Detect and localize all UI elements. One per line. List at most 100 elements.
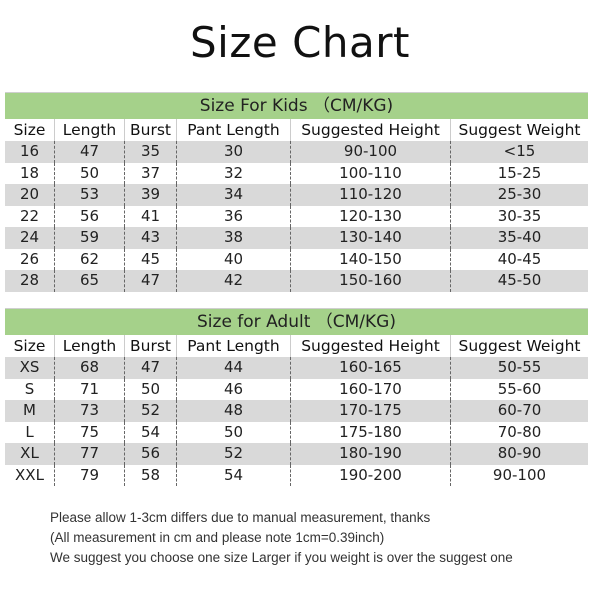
table-cell: 47 [124, 357, 176, 379]
column-header: Size [13, 337, 46, 355]
adult-size-table: Size for Adult （CM/KG) Size Length Burst Pa… [5, 308, 588, 486]
table-cell: 32 [176, 162, 290, 184]
table-cell: 46 [176, 378, 290, 400]
table-cell: 71 [54, 378, 124, 400]
table-cell: 43 [124, 227, 176, 249]
table-cell: 40 [176, 248, 290, 270]
header-row: Size Length Burst Pant Length Suggested Heig… [5, 119, 588, 141]
table-cell: 190-200 [290, 464, 450, 486]
table-cell: 37 [124, 162, 176, 184]
table-cell: 47 [124, 270, 176, 292]
column-header: Suggest Weight [450, 335, 588, 357]
table-row: M 73 52 48 170-175 60-70 [5, 400, 588, 422]
table-row: 16 47 35 30 90-100 <15 [5, 141, 588, 163]
table-cell: 48 [176, 400, 290, 422]
table-cell: 22 [19, 206, 40, 225]
table-cell: 50 [54, 162, 124, 184]
column-header: Pant Length [176, 119, 290, 141]
table-cell: 36 [176, 205, 290, 227]
table-cell: 90-100 [450, 464, 588, 486]
column-header: Length [54, 335, 124, 357]
table-cell: 30 [176, 141, 290, 163]
table-cell: 47 [54, 141, 124, 163]
table-cell: 28 [19, 271, 40, 289]
column-header: Burst [124, 119, 176, 141]
table-cell: 62 [54, 248, 124, 270]
table-cell: 26 [19, 249, 40, 268]
table-cell: 35-40 [450, 227, 588, 249]
table-cell: 160-165 [290, 357, 450, 379]
column-header: Suggested Height [290, 335, 450, 357]
table-cell: 90-100 [290, 141, 450, 163]
table-cell: 50 [176, 421, 290, 443]
table-row: 28 65 47 42 150-160 45-50 [5, 270, 588, 292]
table-cell: 30-35 [450, 205, 588, 227]
column-header: Length [54, 119, 124, 141]
table-cell: 100-110 [290, 162, 450, 184]
table-cell: 180-190 [290, 443, 450, 465]
table-cell: 120-130 [290, 205, 450, 227]
table-row: 18 50 37 32 100-110 15-25 [5, 162, 588, 184]
kids-table-heading: Size For Kids （CM/KG) [5, 92, 588, 119]
table-cell: XS [19, 358, 40, 376]
table-cell: 25-30 [450, 184, 588, 206]
column-header: Pant Length [176, 335, 290, 357]
adult-table-heading: Size for Adult （CM/KG) [5, 308, 588, 335]
note-line: (All measurement in cm and please note 1… [50, 530, 385, 545]
note-line: Please allow 1-3cm differs due to manual… [50, 510, 431, 525]
table-cell: 52 [124, 400, 176, 422]
table-cell: 42 [176, 270, 290, 292]
table-cell: XL [20, 444, 39, 462]
table-cell: 45 [124, 248, 176, 270]
table-cell: 18 [19, 163, 40, 182]
table-cell: 140-150 [290, 248, 450, 270]
table-cell: 35 [124, 141, 176, 163]
table-cell: 24 [19, 228, 40, 246]
page-title: Size Chart [190, 18, 410, 67]
table-cell: 34 [176, 184, 290, 206]
table-cell: 170-175 [290, 400, 450, 422]
table-cell: M [23, 401, 36, 419]
table-cell: 56 [54, 205, 124, 227]
table-cell: 20 [19, 185, 40, 203]
table-cell: 50-55 [450, 357, 588, 379]
table-cell: 73 [54, 400, 124, 422]
header-row: Size Length Burst Pant Length Suggested Heig… [5, 335, 588, 357]
table-cell: 56 [124, 443, 176, 465]
table-cell: 50 [124, 378, 176, 400]
table-row: 26 62 45 40 140-150 40-45 [5, 248, 588, 270]
table-cell: L [25, 422, 34, 441]
table-cell: 60-70 [450, 400, 588, 422]
table-cell: 52 [176, 443, 290, 465]
kids-size-table: Size For Kids （CM/KG) Size Length Burst Pan… [5, 92, 588, 292]
table-cell: 160-170 [290, 378, 450, 400]
table-cell: 59 [54, 227, 124, 249]
table-cell: 55-60 [450, 378, 588, 400]
table-cell: 65 [54, 270, 124, 292]
note-line: We suggest you choose one size Larger if… [50, 550, 513, 565]
table-cell: 77 [54, 443, 124, 465]
table-row: 22 56 41 36 120-130 30-35 [5, 205, 588, 227]
table-cell: 79 [54, 464, 124, 486]
table-cell: 58 [124, 464, 176, 486]
table-cell: 41 [124, 205, 176, 227]
table-cell: 39 [124, 184, 176, 206]
table-cell: 68 [54, 357, 124, 379]
table-cell: 80-90 [450, 443, 588, 465]
table-cell: 54 [176, 464, 290, 486]
column-header: Burst [124, 335, 176, 357]
table-row: S 71 50 46 160-170 55-60 [5, 378, 588, 400]
table-cell: 70-80 [450, 421, 588, 443]
table-row: XL 77 56 52 180-190 80-90 [5, 443, 588, 465]
table-cell: 150-160 [290, 270, 450, 292]
column-header: Suggested Height [290, 119, 450, 141]
table-cell: 40-45 [450, 248, 588, 270]
table-cell: 16 [19, 142, 40, 160]
column-header: Size [13, 121, 46, 139]
table-cell: 44 [176, 357, 290, 379]
table-cell: 15-25 [450, 162, 588, 184]
table-cell: S [24, 379, 35, 398]
table-cell: 110-120 [290, 184, 450, 206]
table-row: 20 53 39 34 110-120 25-30 [5, 184, 588, 206]
column-header: Suggest Weight [450, 119, 588, 141]
